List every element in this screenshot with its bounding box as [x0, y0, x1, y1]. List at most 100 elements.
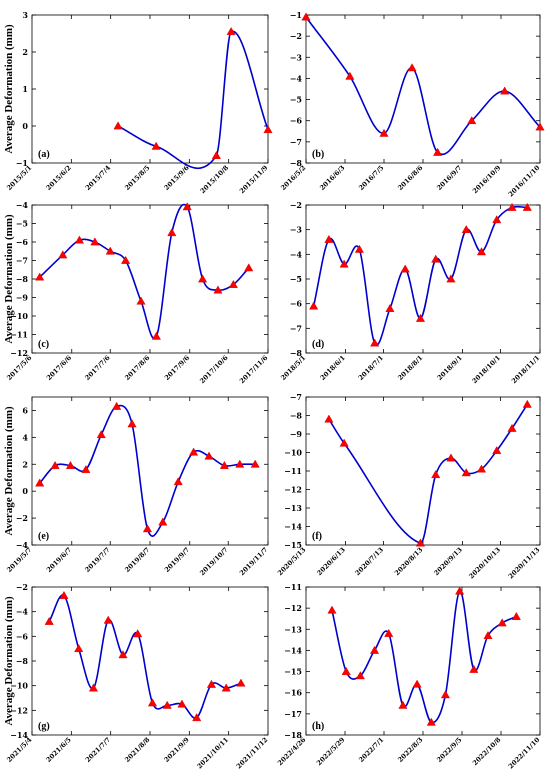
- series-line: [39, 203, 250, 340]
- data-point-marker: [370, 645, 380, 654]
- plot-frame: [31, 14, 269, 164]
- y-axis-label: Average Deformation (mm): [3, 24, 15, 154]
- x-tick-label: 2018/6/1: [319, 354, 347, 382]
- data-point-marker: [244, 263, 254, 272]
- data-point-marker: [263, 125, 273, 134]
- data-point-marker: [355, 671, 365, 680]
- data-point-marker: [35, 272, 45, 281]
- data-point-marker: [250, 459, 260, 468]
- data-point-marker: [182, 202, 192, 211]
- y-tick-label: −1: [290, 10, 302, 20]
- data-point-marker: [461, 225, 471, 234]
- data-point-marker: [301, 12, 311, 21]
- y-tick-label: −9: [290, 429, 303, 439]
- x-tick-label: 2020/9/13: [432, 545, 464, 577]
- data-point-marker: [324, 234, 334, 243]
- data-point-marker: [81, 465, 91, 474]
- data-point-marker: [74, 644, 84, 653]
- panel-label: (b): [312, 149, 324, 160]
- x-tick-label: 2022/8/3: [396, 735, 425, 764]
- x-tick-label: 2019/7/7: [83, 546, 111, 574]
- y-tick-label: −8: [16, 274, 29, 284]
- data-point-marker: [467, 116, 477, 125]
- y-tick-label: −10: [10, 311, 28, 321]
- y-tick-label: −14: [284, 645, 302, 655]
- y-tick-label: −6: [290, 299, 303, 309]
- data-point-marker: [379, 128, 389, 137]
- data-point-marker: [412, 679, 422, 688]
- y-tick-label: −2: [290, 31, 302, 41]
- y-tick-label: 3: [22, 10, 28, 20]
- x-tick-label: 2017/8/6: [123, 353, 152, 382]
- y-tick-label: −6: [290, 116, 303, 126]
- data-point-marker: [507, 423, 517, 432]
- data-point-marker: [327, 605, 337, 614]
- y-tick-label: −5: [290, 95, 302, 105]
- y-tick-label: −15: [284, 667, 302, 677]
- y-tick-label: −7: [16, 256, 28, 266]
- x-tick-label: 2016/11/10: [507, 163, 542, 198]
- y-tick-label: −12: [10, 705, 28, 715]
- data-point-marker: [162, 700, 172, 709]
- y-axis-label: Average Deformation (mm): [3, 406, 15, 536]
- x-tick-label: 2017/6/6: [45, 353, 74, 382]
- y-tick-label: −4: [290, 73, 303, 83]
- y-tick-label: 0: [22, 121, 28, 131]
- data-point-marker: [415, 313, 426, 322]
- data-point-marker: [228, 279, 238, 288]
- panel-label: (e): [38, 531, 49, 542]
- data-point-marker: [167, 228, 177, 237]
- x-tick-label: 2016/8/6: [396, 163, 425, 192]
- data-point-marker: [446, 453, 456, 462]
- y-tick-label: −9: [16, 293, 29, 303]
- x-tick-label: 2016/10/9: [471, 163, 503, 195]
- y-tick-label: −15: [284, 540, 302, 550]
- x-tick-label: 2018/7/1: [357, 354, 385, 382]
- data-point-marker: [221, 683, 231, 692]
- x-tick-label: 2018/11/1: [510, 354, 541, 385]
- y-tick-label: −10: [284, 448, 302, 458]
- data-point-marker: [58, 250, 68, 259]
- x-tick-label: 2015/11/9: [238, 163, 270, 195]
- y-tick-label: −16: [284, 688, 302, 698]
- y-tick-label: −11: [284, 466, 302, 476]
- plot-frame: [305, 204, 541, 354]
- data-point-marker: [136, 296, 146, 305]
- y-tick-label: −12: [10, 348, 28, 358]
- data-point-marker: [113, 121, 123, 130]
- x-tick-label: 2022/7/1: [357, 736, 385, 764]
- y-tick-label: 4: [22, 432, 28, 442]
- data-point-marker: [339, 438, 349, 447]
- y-tick-label: −10: [10, 681, 28, 691]
- data-point-marker: [407, 63, 417, 72]
- x-tick-label: 2019/6/7: [45, 546, 73, 574]
- data-point-marker: [522, 202, 532, 211]
- data-point-marker: [431, 254, 441, 263]
- y-axis-label: Average Deformation (mm): [3, 214, 15, 344]
- data-point-marker: [341, 666, 351, 675]
- x-tick-label: 2016/9/7: [435, 164, 463, 192]
- data-point-marker: [354, 244, 364, 253]
- x-tick-label: 2021/6/5: [45, 735, 74, 764]
- y-tick-label: −2: [16, 513, 28, 523]
- x-tick-label: 2019/10/7: [198, 546, 229, 577]
- data-point-marker: [400, 264, 410, 273]
- data-point-marker: [118, 650, 128, 659]
- data-point-marker: [497, 618, 507, 627]
- data-point-marker: [426, 717, 436, 726]
- data-point-marker: [189, 447, 199, 456]
- data-point-marker: [226, 27, 236, 35]
- data-point-marker: [74, 235, 85, 244]
- data-point-marker: [476, 464, 487, 473]
- data-point-marker: [151, 141, 161, 150]
- data-point-marker: [133, 629, 143, 638]
- y-tick-label: −3: [290, 52, 303, 62]
- panel-label: (f): [312, 531, 322, 542]
- y-tick-label: 0: [22, 486, 28, 496]
- data-point-marker: [112, 401, 122, 410]
- y-tick-label: −6: [16, 631, 29, 641]
